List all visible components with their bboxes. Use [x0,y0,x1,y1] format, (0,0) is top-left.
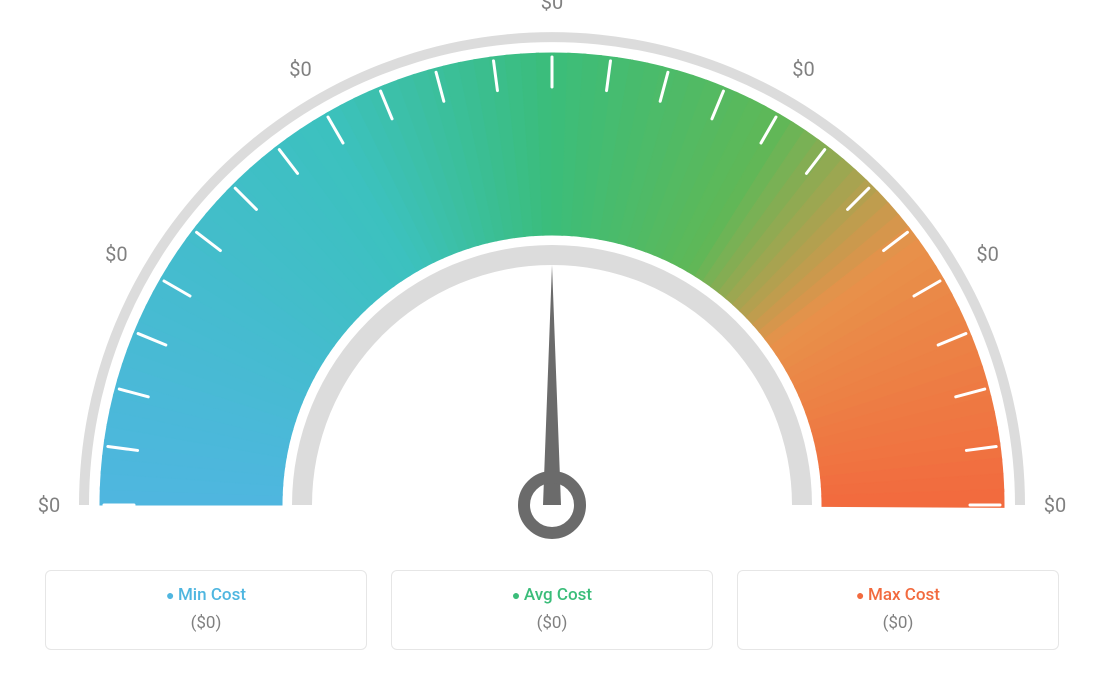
gauge-tick-label: $0 [38,493,60,517]
gauge-tick-label: $0 [289,57,311,81]
gauge-tick-label: $0 [105,242,127,266]
legend-card-max: Max Cost ($0) [737,570,1059,650]
legend-value-min: ($0) [56,613,356,633]
legend-label-max: Max Cost [748,585,1048,605]
legend-label-min: Min Cost [56,585,356,605]
legend-label-avg: Avg Cost [402,585,702,605]
gauge-tick-label: $0 [1044,493,1066,517]
gauge-tick-label: $0 [792,57,814,81]
gauge-tick-label: $0 [541,0,563,14]
legend-card-avg: Avg Cost ($0) [391,570,713,650]
legend-value-max: ($0) [748,613,1048,633]
gauge-svg [0,0,1104,560]
legend-value-avg: ($0) [402,613,702,633]
gauge-chart: $0 $0 $0 $0 $0 $0 $0 [0,0,1104,560]
gauge-tick-label: $0 [976,242,998,266]
legend-row: Min Cost ($0) Avg Cost ($0) Max Cost ($0… [0,570,1104,650]
legend-card-min: Min Cost ($0) [45,570,367,650]
